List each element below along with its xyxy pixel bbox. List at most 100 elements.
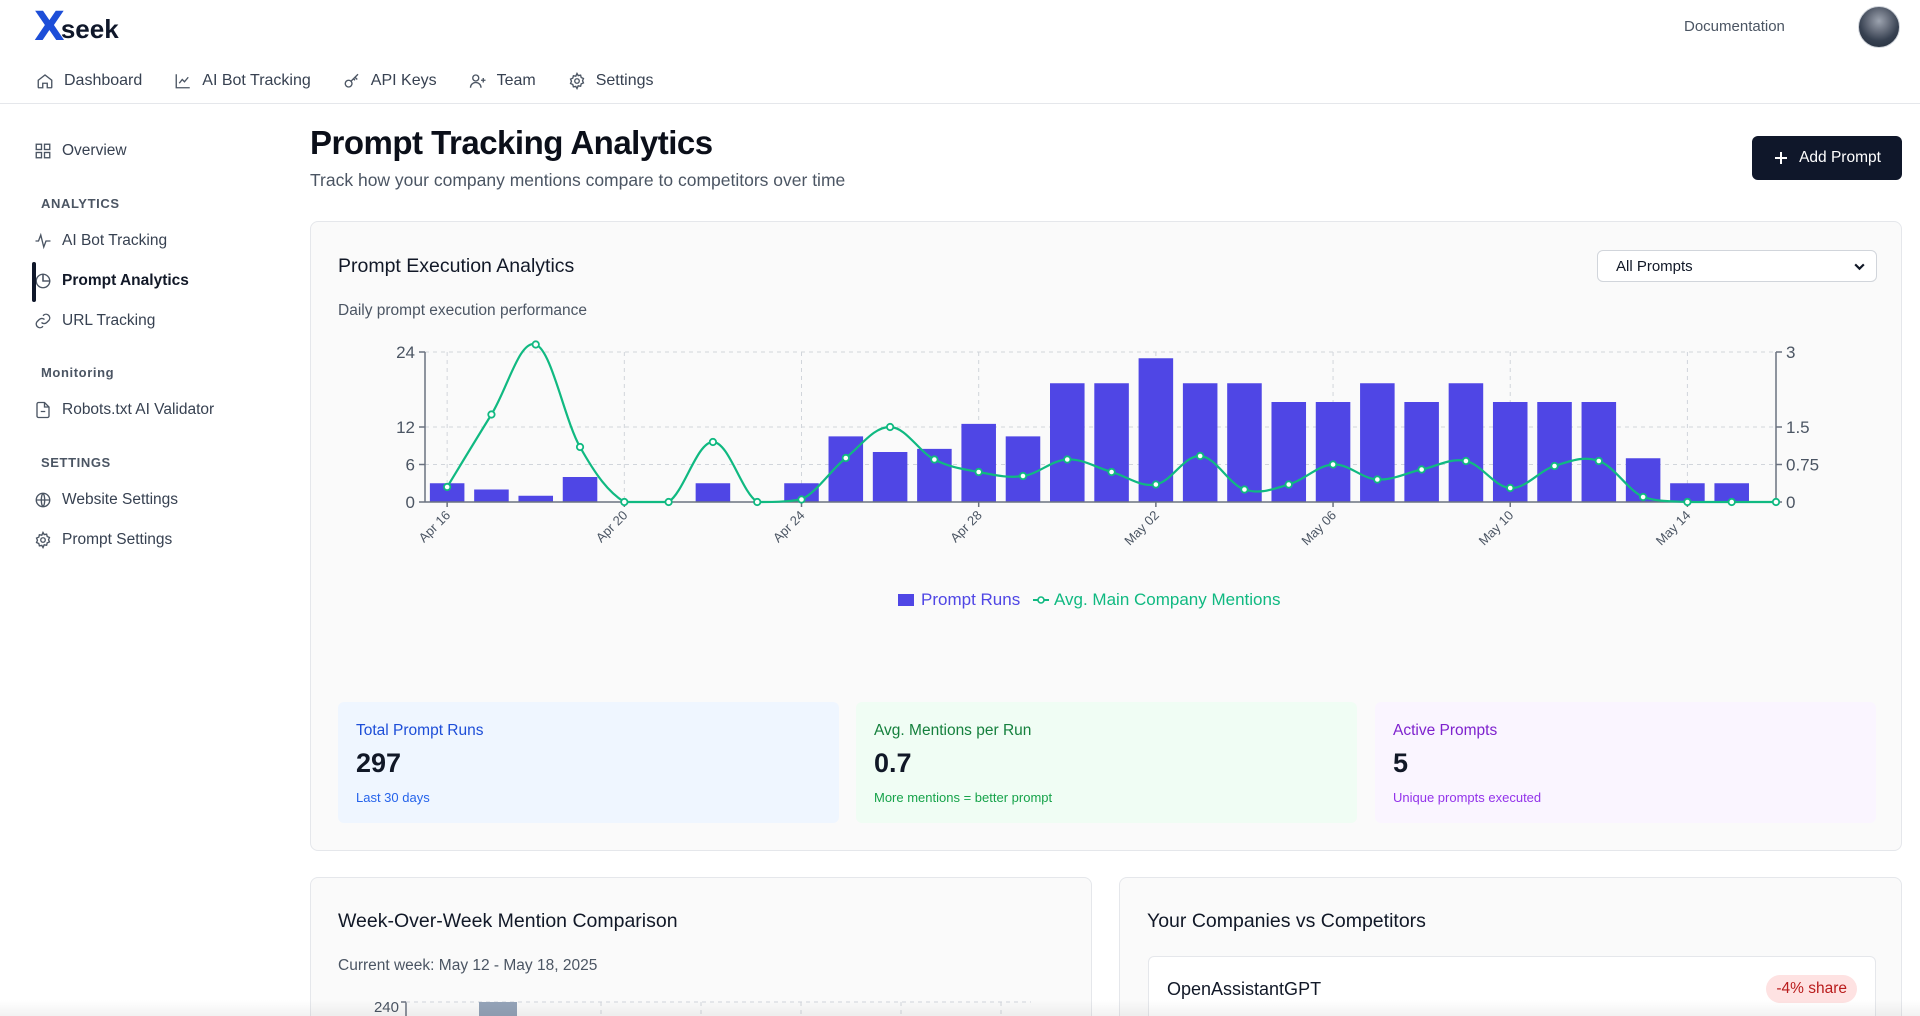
point-avg-mentions — [1107, 467, 1116, 477]
week-chart-preview: 240 — [374, 999, 1031, 1016]
prompt-execution-card: Prompt Execution Analytics All Prompts D… — [310, 221, 1902, 851]
sidebar-item-website-settings[interactable]: Website Settings — [34, 488, 178, 512]
point-avg-mentions — [1018, 471, 1028, 481]
competitors-card: Your Companies vs Competitors OpenAssist… — [1119, 877, 1902, 1016]
globe-icon — [35, 492, 51, 508]
nav-label: AI Bot Tracking — [202, 72, 311, 89]
point-avg-mentions — [1196, 451, 1205, 461]
nav-label: Team — [496, 72, 536, 89]
card-subtitle: Daily prompt execution performance — [338, 302, 587, 319]
sidebar-item-overview[interactable]: Overview — [34, 139, 127, 163]
point-avg-mentions — [620, 497, 629, 507]
section-head-analytics: ANALYTICS — [41, 196, 120, 211]
stat-label: Active Prompts — [1393, 722, 1498, 739]
sidebar-item-prompt-analytics[interactable]: Prompt Analytics — [34, 269, 189, 293]
point-avg-mentions — [443, 482, 452, 492]
prompt-filter-select[interactable]: All Prompts — [1597, 250, 1877, 282]
nav-team[interactable]: Team — [469, 70, 536, 92]
stat-label: Avg. Mentions per Run — [874, 722, 1032, 739]
sidebar-item-url-tracking[interactable]: URL Tracking — [34, 309, 155, 333]
stat-note: Last 30 days — [356, 790, 430, 805]
point-avg-mentions — [1240, 485, 1249, 494]
gear-icon — [35, 531, 51, 549]
stat-label: Total Prompt Runs — [356, 722, 484, 739]
stat-avg-mentions: Avg. Mentions per Run 0.7 More mentions … — [856, 702, 1357, 823]
legend-label-prompt-runs: Prompt Runs — [921, 590, 1020, 609]
app-logo[interactable]: X seek — [34, 7, 119, 47]
nav-settings[interactable]: Settings — [568, 70, 654, 92]
stat-value: 297 — [356, 748, 402, 778]
point-avg-mentions — [1328, 460, 1338, 469]
point-avg-mentions — [1461, 456, 1471, 466]
legend-marker-avg-mentions — [1037, 596, 1045, 604]
active-indicator — [32, 262, 36, 302]
bar-prompt-runs — [1581, 402, 1617, 502]
section-head-settings: SETTINGS — [41, 455, 111, 470]
add-prompt-button[interactable]: Add Prompt — [1752, 136, 1902, 180]
nav-dashboard[interactable]: Dashboard — [36, 70, 142, 92]
line-chart-icon — [175, 74, 191, 89]
y-tick-label-left: 24 — [396, 343, 415, 362]
stat-active-prompts: Active Prompts 5 Unique prompts executed — [1375, 702, 1876, 823]
prompt-execution-chart: 0 6 12 24 0 0.75 1.5 3 Apr 16 Apr 20 Apr 24 Apr 28 M… — [396, 340, 1819, 609]
card-subtitle: Current week: May 12 - May 18, 2025 — [338, 957, 598, 974]
x-tick-label: May 06 — [1298, 508, 1339, 549]
bar-prompt-runs — [1448, 383, 1484, 502]
x-tick-label: May 02 — [1121, 508, 1162, 549]
x-tick-label: Apr 20 — [593, 508, 631, 546]
point-avg-mentions — [1639, 492, 1648, 502]
bar-prompt-runs — [872, 452, 908, 502]
top-header: X seek Documentation Dashboard AI Bot Tr… — [0, 0, 1920, 104]
card-title: Your Companies vs Competitors — [1147, 910, 1426, 932]
point-avg-mentions — [708, 437, 718, 447]
bar-prompt-runs — [518, 495, 554, 502]
sidebar-label: AI Bot Tracking — [62, 232, 168, 249]
point-avg-mentions — [841, 453, 850, 463]
scroll-fade — [0, 1000, 1920, 1016]
point-avg-mentions — [531, 340, 540, 349]
point-avg-mentions — [885, 422, 895, 432]
link-icon — [35, 313, 51, 329]
bar-prompt-runs — [1360, 383, 1395, 502]
x-tick-label: Apr 16 — [416, 508, 454, 546]
y-tick-label-right: 0 — [1786, 493, 1795, 512]
nav-api-keys[interactable]: API Keys — [343, 70, 437, 92]
point-avg-mentions — [797, 495, 806, 504]
bar-prompt-runs — [1182, 383, 1218, 502]
legend-swatch-prompt-runs — [898, 594, 914, 606]
stat-note: Unique prompts executed — [1393, 790, 1542, 805]
nav-label: API Keys — [370, 72, 437, 89]
activity-icon — [35, 232, 51, 250]
point-avg-mentions — [664, 497, 673, 507]
sidebar-label: Website Settings — [62, 491, 179, 508]
sidebar-item-robots-validator[interactable]: Robots.txt AI Validator — [34, 398, 214, 422]
bar-prompt-runs — [961, 423, 996, 502]
bar-prompt-runs — [1714, 483, 1749, 502]
chevron-down-icon — [1854, 263, 1865, 271]
documentation-link[interactable]: Documentation — [1684, 18, 1785, 35]
file-icon — [36, 401, 50, 419]
x-tick-label: May 14 — [1653, 508, 1694, 549]
card-title: Prompt Execution Analytics — [338, 255, 575, 277]
x-tick-label: Apr 28 — [947, 508, 985, 546]
competitor-row[interactable]: OpenAssistantGPT -4% share — [1148, 956, 1876, 1016]
bar-prompt-runs — [1670, 483, 1705, 502]
stat-value: 0.7 — [874, 748, 912, 778]
sidebar-item-ai-bot-tracking[interactable]: AI Bot Tracking — [34, 229, 167, 253]
nav-ai-bot-tracking[interactable]: AI Bot Tracking — [174, 70, 311, 92]
main-nav: Dashboard AI Bot Tracking API Keys Team … — [36, 70, 686, 92]
point-avg-mentions — [1506, 483, 1515, 493]
competitor-name: OpenAssistantGPT — [1167, 979, 1322, 999]
user-avatar[interactable] — [1858, 6, 1900, 48]
point-avg-mentions — [930, 455, 939, 464]
sidebar-label: URL Tracking — [62, 312, 156, 329]
sidebar-item-prompt-settings[interactable]: Prompt Settings — [34, 528, 172, 552]
bar-prompt-runs — [429, 483, 465, 502]
select-value: All Prompts — [1616, 257, 1693, 275]
pie-chart-icon — [35, 273, 51, 289]
sidebar-label: Prompt Analytics — [62, 272, 189, 289]
grid-icon — [35, 143, 51, 159]
plus-icon — [1775, 152, 1788, 164]
y-tick-label: 240 — [374, 999, 399, 1016]
point-avg-mentions — [1284, 480, 1293, 489]
